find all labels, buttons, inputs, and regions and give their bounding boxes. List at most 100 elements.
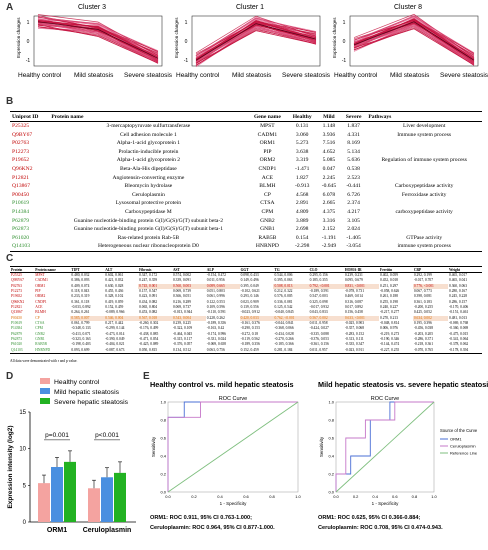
correlation-table-cell: 0.633, <0.001	[343, 315, 379, 322]
correlation-table-cell: 0.157, 0.547	[139, 289, 158, 294]
correlation-table-cell: 0.061, 0.996	[206, 294, 225, 299]
cluster-xlabel: Severe steatosis	[124, 72, 173, 79]
protein-table-cell: 2.374	[347, 200, 360, 207]
protein-table-cell: 3.638	[295, 148, 309, 155]
correlation-table-cell: 0.069, 0.737	[172, 305, 191, 310]
correlation-table-cell: 0.185, 0.355	[309, 278, 328, 283]
bar	[51, 467, 63, 522]
protein-table-cell: Q14103	[10, 242, 50, 252]
correlation-table-cell: 0.421, 0.032	[105, 278, 124, 283]
correlation-table-cell: -0.017, 0.932	[309, 305, 329, 310]
protein-table-cell: 4.809	[295, 208, 309, 215]
protein-table-cell: 7.516	[322, 140, 336, 147]
correlation-table-cell: P14384	[11, 326, 22, 331]
correlation-table-cell: -0.033, 0.892	[71, 305, 91, 310]
protein-table-cell: 2.665	[322, 200, 336, 207]
protein-table-cell: Prolactin-inducible protein	[118, 148, 179, 155]
protein-table-row: Q96KN2 Beta-Ala-His dipeptidase CNDP1 -1.47…	[10, 165, 482, 174]
correlation-table-cell: 0.195, 0.396	[413, 321, 432, 326]
roc-right-panel-title: Mild hepatic steatosis vs. severe hepati…	[318, 380, 488, 389]
bar	[64, 461, 76, 522]
correlation-table-row: Q9BY67 CADM1 0.386, 0.093 0.421, 0.032 0.247…	[10, 278, 482, 283]
cluster-line	[353, 16, 475, 53]
roc-x-tick-label: 0.8	[412, 494, 418, 499]
protein-table-cell: ACE	[261, 174, 273, 181]
bar-category-label: Ceruloplasmin	[83, 527, 132, 534]
correlation-table-cell: -0.376, 0.053	[309, 337, 329, 342]
correlation-table-cell: 0.567, 0.018	[138, 315, 172, 322]
roc-legend-label: ORM1	[450, 437, 462, 442]
cluster-line	[353, 13, 475, 58]
legend-swatch	[40, 398, 50, 404]
correlation-table-cell: -0.471, 0.054	[139, 337, 159, 342]
correlation-table-cell: 0.546, 0.004	[104, 315, 139, 322]
protein-table-cell: Heterogeneous nuclear ribonucleoprotein …	[49, 242, 248, 252]
bar-y-axis-label: Expression intensity (log2)	[7, 425, 14, 508]
correlation-table-cell: 0.065, 0.804	[139, 305, 158, 310]
cluster-line	[37, 19, 159, 57]
protein-table-cell: PIP	[263, 148, 272, 155]
cluster-line	[37, 16, 159, 52]
correlation-table-cell: PIP	[35, 289, 41, 294]
correlation-table-cell: 0.247, 0.359	[139, 278, 158, 283]
correlation-table-cell: -0.189, 0.356	[206, 321, 226, 326]
protein-table-cell: Guanine nucleotide-binding protein G(I)/…	[73, 226, 224, 233]
correlation-table-cell: -0.040, 0.845	[274, 310, 294, 315]
protein-table-cell	[366, 199, 482, 208]
correlation-table-cell: 0.576, 0.005	[274, 294, 293, 299]
cluster-mean-line	[37, 21, 159, 59]
correlation-table-cell: 0.149, 0.496	[240, 278, 259, 283]
correlation-table-cell: 0.325, 0.098	[309, 299, 328, 304]
correlation-table-cell: 0.251, 0.297	[380, 283, 398, 288]
protein-table-cell: 5.134	[347, 148, 360, 155]
correlation-table-cell: ACE	[35, 305, 43, 310]
cluster-title: Cluster 8	[393, 4, 422, 11]
protein-table-cell: GTPase activity	[406, 234, 443, 241]
correlation-table-cell: 0.139, 0.556	[240, 305, 259, 310]
correlation-table-cell: -0.286, 0.371	[413, 337, 434, 342]
protein-table-cell	[366, 165, 482, 174]
protein-table-row: P19652 Alpha-1-acid glycoprotein 2 ORM2 3.3…	[10, 156, 482, 165]
protein-table: Uniprot ID Protein name Gene name Healthy Mi…	[10, 111, 482, 252]
correlation-table-cell: 0.419, 0.059	[105, 299, 124, 304]
correlation-table-column-header: Protein name	[34, 266, 71, 273]
correlation-table-cell: CP	[35, 315, 40, 320]
correlation-table-cell: P62879	[11, 331, 22, 336]
roc-y-tick-label: 0.8	[328, 418, 334, 423]
correlation-table-cell: -0.190, 0.346	[380, 337, 400, 342]
correlation-table-cell: 0.745, 0.001	[138, 283, 172, 290]
cluster-line	[195, 18, 317, 56]
cluster-xlabel: Healthy control	[334, 72, 378, 79]
correlation-table-cell: CADM1	[35, 278, 48, 283]
correlation-table-cell: ORM1	[35, 283, 46, 288]
cluster-tick: -1	[184, 58, 189, 64]
protein-table-cell: P62873	[12, 226, 30, 233]
protein-table-column-header: Mild	[317, 111, 341, 122]
protein-table-cell: 4.331	[347, 131, 360, 138]
protein-table-cell: -3.054	[340, 242, 367, 252]
correlation-table-cell: -0.189, 0.356	[240, 342, 260, 347]
correlation-table-cell: 0.395, 0.049	[240, 283, 259, 288]
correlation-table-cell: -0.185, 0.366	[274, 342, 294, 347]
roc-x-tick-label: 0.0	[333, 494, 339, 499]
protein-table-cell: 6.726	[347, 191, 360, 198]
correlation-table-cell: 0.011, 0.957	[308, 347, 344, 355]
correlation-table-cell: 0.386, 0.093	[71, 278, 90, 283]
correlation-table-cell: -0.313, 0.111	[344, 337, 364, 342]
protein-table-column-header: Severe	[340, 111, 367, 122]
protein-table-cell: 3.936	[322, 131, 336, 138]
roc-x-tick-label: 1.0	[431, 494, 437, 499]
correlation-table-cell: -0.361, 0.156	[309, 342, 329, 347]
correlation-table-cell: 0.465, 0.041	[449, 278, 467, 283]
protein-table-cell: 4.568	[295, 191, 309, 198]
correlation-table-cell: -0.170, 0.406	[449, 305, 469, 310]
correlation-table-cell: 0.395, 0.063	[274, 278, 293, 283]
roc-y-tick-label: 0.0	[160, 490, 166, 495]
protein-table-cell: 2.152	[322, 226, 336, 233]
roc-x-tick-label: 0.2	[353, 494, 359, 499]
correlation-table-cell: 0.089, 0.665	[205, 283, 240, 290]
protein-table-cell: Ras-related protein Rab-5B	[117, 234, 180, 241]
correlation-table-cell: -0.290, 0.153	[240, 326, 260, 331]
protein-table-cell: immune system process	[366, 242, 482, 252]
correlation-table-cell: 0.043, 0.833	[309, 310, 328, 315]
